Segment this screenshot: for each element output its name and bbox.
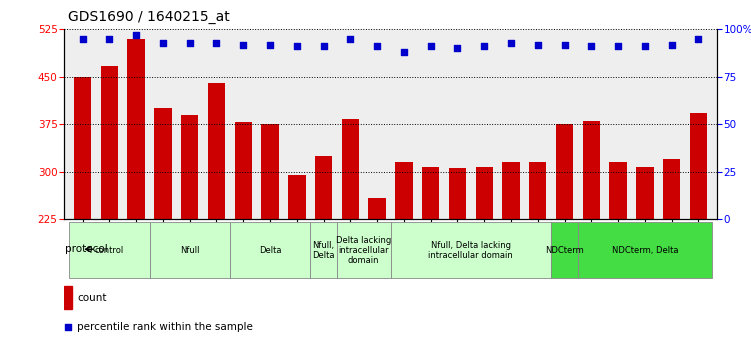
Point [318, 44, 330, 49]
Point [371, 44, 383, 49]
Point [639, 44, 651, 49]
Bar [234, 122, 252, 345]
Text: count: count [77, 293, 107, 303]
Text: Delta lacking
intracellular
domain: Delta lacking intracellular domain [336, 236, 391, 265]
Text: Nfull,
Delta: Nfull, Delta [312, 241, 335, 260]
Point [559, 42, 571, 47]
Bar [636, 167, 653, 345]
Bar [74, 77, 92, 345]
Text: GDS1690 / 1640215_at: GDS1690 / 1640215_at [68, 10, 229, 24]
Point [478, 44, 490, 49]
Text: percentile rank within the sample: percentile rank within the sample [77, 322, 253, 332]
Bar [315, 156, 332, 345]
Point [210, 40, 222, 46]
Text: control: control [95, 246, 124, 255]
Point [424, 44, 436, 49]
FancyBboxPatch shape [551, 222, 578, 278]
Bar [101, 66, 118, 345]
Point [157, 40, 169, 46]
FancyBboxPatch shape [337, 222, 391, 278]
Point [692, 36, 704, 42]
FancyBboxPatch shape [69, 222, 149, 278]
Bar [475, 167, 493, 345]
Bar [128, 39, 145, 345]
FancyBboxPatch shape [149, 222, 230, 278]
Bar [395, 162, 412, 345]
Bar [422, 167, 439, 345]
Bar [261, 124, 279, 345]
Point [345, 36, 357, 42]
Point [184, 40, 196, 46]
Point [612, 44, 624, 49]
Bar [502, 161, 520, 345]
Text: protocol: protocol [65, 244, 108, 254]
Point [532, 42, 544, 47]
FancyBboxPatch shape [578, 222, 712, 278]
Point [104, 36, 116, 42]
FancyBboxPatch shape [310, 222, 337, 278]
Bar [449, 168, 466, 345]
Bar [181, 115, 198, 345]
Bar [154, 108, 172, 345]
Text: NDCterm, Delta: NDCterm, Delta [611, 246, 678, 255]
Bar [689, 113, 707, 345]
Bar [663, 159, 680, 345]
Point [77, 36, 89, 42]
Bar [288, 175, 306, 345]
FancyBboxPatch shape [230, 222, 310, 278]
Bar [208, 83, 225, 345]
Point [665, 42, 677, 47]
Bar [342, 119, 359, 345]
Bar [64, 286, 72, 309]
FancyBboxPatch shape [391, 222, 551, 278]
Bar [583, 121, 600, 345]
Point [291, 44, 303, 49]
Point [264, 42, 276, 47]
Point [398, 49, 410, 55]
Text: Nfull, Delta lacking
intracellular domain: Nfull, Delta lacking intracellular domai… [429, 241, 513, 260]
Text: Delta: Delta [259, 246, 282, 255]
Bar [556, 124, 573, 345]
Point [451, 46, 463, 51]
Point [62, 324, 74, 329]
Text: Nfull: Nfull [180, 246, 200, 255]
Bar [369, 198, 386, 345]
Text: NDCterm: NDCterm [545, 246, 584, 255]
Point [505, 40, 517, 46]
Point [585, 44, 597, 49]
Point [237, 42, 249, 47]
Bar [529, 162, 547, 345]
Point [130, 32, 142, 38]
Bar [609, 162, 627, 345]
